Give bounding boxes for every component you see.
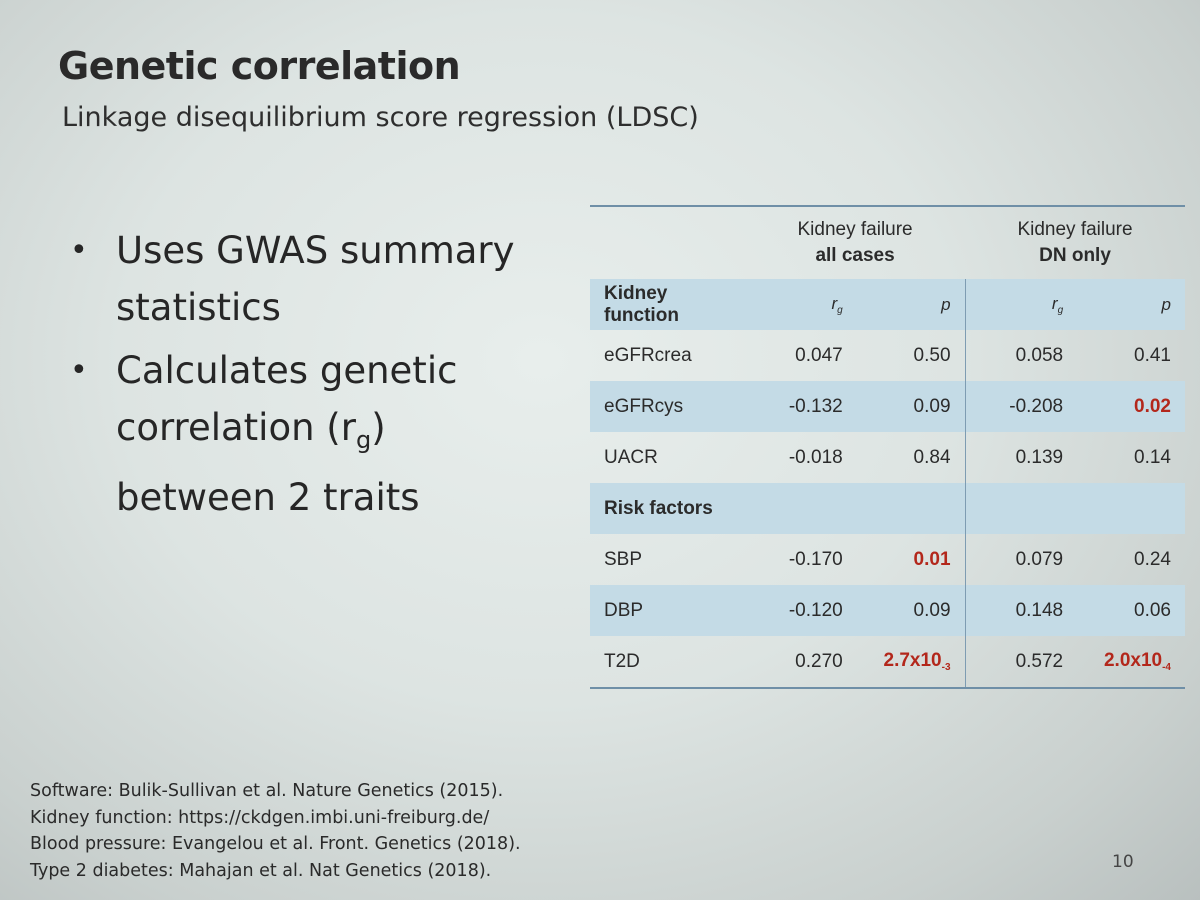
bullet-text: ) between 2 traits [116, 406, 420, 519]
references: Software: Bulik-Sullivan et al. Nature G… [30, 778, 521, 884]
bullet-gwas: • Uses GWAS summary statistics [66, 222, 546, 336]
col-head-p: p [1077, 279, 1185, 330]
row-label: T2D [604, 650, 640, 672]
bullet-text: Calculates genetic correlation (r [116, 349, 458, 449]
table-row: UACR -0.018 0.84 0.139 0.14 [590, 432, 1185, 483]
table-row: eGFRcys -0.132 0.09 -0.208 0.02 [590, 381, 1185, 432]
cell-dn-rg: -0.208 [964, 381, 1078, 432]
section-empty-cell [745, 483, 857, 534]
bullet-marker: • [70, 353, 88, 388]
cell-all-p: 0.09 [856, 381, 966, 432]
cell-dn-p-significant: 2.0x10-4 [1077, 636, 1185, 688]
p-mantissa: 2.7x10 [883, 650, 942, 671]
p-exponent: -4 [1162, 662, 1171, 673]
cell-dn-p-significant: 0.02 [1077, 381, 1185, 432]
group-header-line1: Kidney failure [1017, 219, 1133, 240]
reference-blood-pressure: Blood pressure: Evangelou et al. Front. … [30, 834, 521, 854]
table-row: eGFRcrea 0.047 0.50 0.058 0.41 [590, 330, 1185, 381]
header-empty-cell [590, 206, 745, 279]
col-head-rg: rg [745, 279, 857, 330]
slide-subtitle: Linkage disequilibrium score regression … [62, 102, 699, 133]
group-header-all-cases: Kidney failure all cases [745, 206, 965, 279]
col-head-rg: rg [964, 279, 1078, 330]
cell-dn-rg: 0.572 [964, 636, 1078, 688]
bullet-marker: • [70, 233, 88, 268]
row-label: eGFRcrea [604, 344, 692, 366]
reference-type2-diabetes: Type 2 diabetes: Mahajan et al. Nat Gene… [30, 860, 492, 881]
row-label: UACR [604, 446, 658, 468]
reference-kidney-function: Kidney function: https://ckdgen.imbi.uni… [30, 807, 490, 828]
cell-dn-p: 0.06 [1077, 585, 1185, 636]
p-exponent: -3 [941, 662, 951, 673]
cell-all-rg: -0.018 [788, 446, 843, 468]
group-header-line1: Kidney failure [797, 219, 913, 240]
group-header-line2: all cases [815, 245, 895, 266]
cell-all-rg: -0.132 [745, 381, 857, 432]
table-row: DBP -0.120 0.09 0.148 0.06 [590, 585, 1185, 636]
table-row: T2D 0.270 2.7x10-3 0.572 2.0x10-4 [590, 636, 1185, 688]
cell-dn-p: 0.24 [1134, 548, 1171, 570]
cell-all-rg: -0.120 [745, 585, 857, 636]
cell-all-p: 0.09 [856, 585, 966, 636]
section-label: Risk factors [590, 483, 746, 534]
bullet-text: Uses GWAS summary statistics [116, 229, 515, 329]
row-label: DBP [590, 585, 746, 636]
cell-dn-rg: 0.058 [964, 330, 1078, 381]
genetic-correlation-table: Kidney failure all cases Kidney failure … [590, 205, 1185, 689]
section-label: Kidney function [590, 279, 746, 330]
reference-software: Software: Bulik-Sullivan et al. Nature G… [30, 781, 504, 801]
row-label: eGFRcys [590, 381, 746, 432]
cell-all-rg: 0.047 [795, 344, 843, 366]
cell-all-p-significant: 0.01 [913, 548, 951, 570]
bullet-subscript: g [355, 426, 372, 454]
row-label: SBP [604, 548, 643, 570]
cell-dn-rg: 0.148 [964, 585, 1078, 636]
table-group-header-row: Kidney failure all cases Kidney failure … [590, 206, 1185, 279]
cell-all-rg: -0.170 [788, 548, 843, 570]
group-header-dn-only: Kidney failure DN only [965, 206, 1185, 279]
cell-dn-rg: 0.139 [964, 432, 1078, 483]
section-empty-cell [1077, 483, 1185, 534]
table-section-row: Risk factors [590, 483, 1185, 534]
cell-all-p: 0.50 [913, 344, 951, 366]
slide-title: Genetic correlation [58, 44, 461, 88]
bullet-genetic-correlation: • Calculates genetic correlation (rg) be… [66, 342, 546, 526]
cell-dn-p: 0.14 [1134, 446, 1171, 468]
cell-all-p: 0.84 [913, 446, 951, 468]
section-empty-cell [964, 483, 1078, 534]
cell-all-p-significant: 2.7x10-3 [857, 636, 965, 688]
section-empty-cell [856, 483, 966, 534]
cell-all-rg: 0.270 [795, 650, 843, 672]
table-section-row: Kidney function rg p rg p [590, 279, 1185, 330]
table-row: SBP -0.170 0.01 0.079 0.24 [590, 534, 1185, 585]
col-head-p: p [856, 279, 966, 330]
page-number: 10 [1112, 852, 1134, 872]
cell-dn-p: 0.41 [1134, 344, 1171, 366]
group-header-line2: DN only [1039, 245, 1111, 266]
p-mantissa: 2.0x10 [1103, 650, 1163, 671]
cell-dn-rg: 0.079 [964, 534, 1078, 585]
bullet-list: • Uses GWAS summary statistics • Calcula… [66, 222, 546, 532]
